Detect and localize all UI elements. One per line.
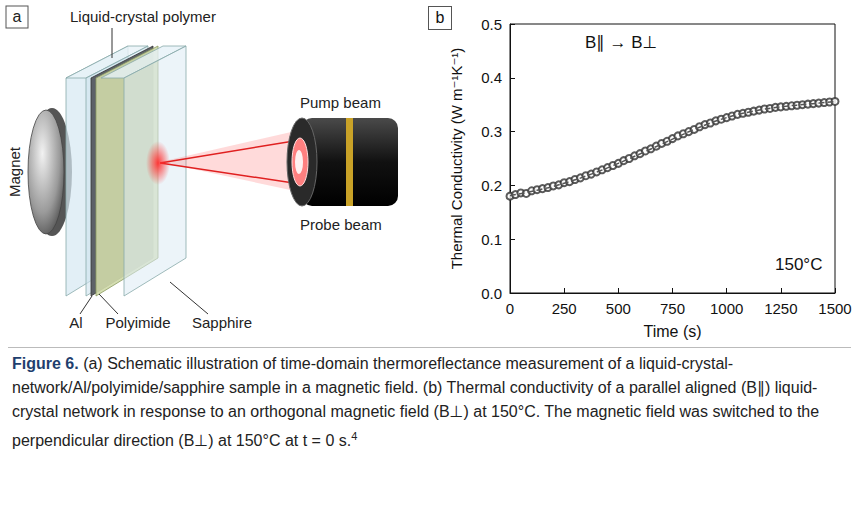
- svg-text:Al: Al: [69, 314, 82, 331]
- svg-text:Thermal Conductivity (W m⁻¹K⁻¹: Thermal Conductivity (W m⁻¹K⁻¹): [448, 48, 465, 270]
- html-text:b: b: [435, 9, 445, 26]
- svg-text:Time (s): Time (s): [643, 323, 701, 340]
- svg-text:0.4: 0.4: [481, 69, 502, 86]
- svg-text:250: 250: [552, 300, 577, 317]
- svg-text:750: 750: [660, 300, 685, 317]
- svg-text:B∥ → B⊥: B∥ → B⊥: [585, 33, 657, 52]
- html-text:Figure 6. (a) Schematic illust: Figure 6. (a) Schematic illustration of …: [12, 355, 820, 450]
- svg-text:Liquid-crystal polymer: Liquid-crystal polymer: [70, 8, 216, 25]
- svg-text:0.0: 0.0: [481, 285, 502, 302]
- svg-text:0: 0: [506, 300, 514, 317]
- svg-text:0.1: 0.1: [481, 231, 502, 248]
- svg-text:1000: 1000: [710, 300, 743, 317]
- svg-text:0.2: 0.2: [481, 177, 502, 194]
- svg-text:Polyimide: Polyimide: [105, 314, 170, 331]
- svg-text:500: 500: [606, 300, 631, 317]
- svg-text:0.5: 0.5: [481, 16, 502, 33]
- svg-text:Magnet: Magnet: [6, 146, 23, 197]
- svg-text:Sapphire: Sapphire: [192, 314, 252, 331]
- svg-text:Probe beam: Probe beam: [300, 216, 382, 233]
- svg-text:0.3: 0.3: [481, 123, 502, 140]
- svg-text:150°C: 150°C: [775, 255, 822, 274]
- svg-text:Pump beam: Pump beam: [300, 94, 381, 111]
- svg-text:a: a: [13, 8, 22, 25]
- svg-text:1500: 1500: [818, 300, 851, 317]
- svg-text:1250: 1250: [764, 300, 797, 317]
